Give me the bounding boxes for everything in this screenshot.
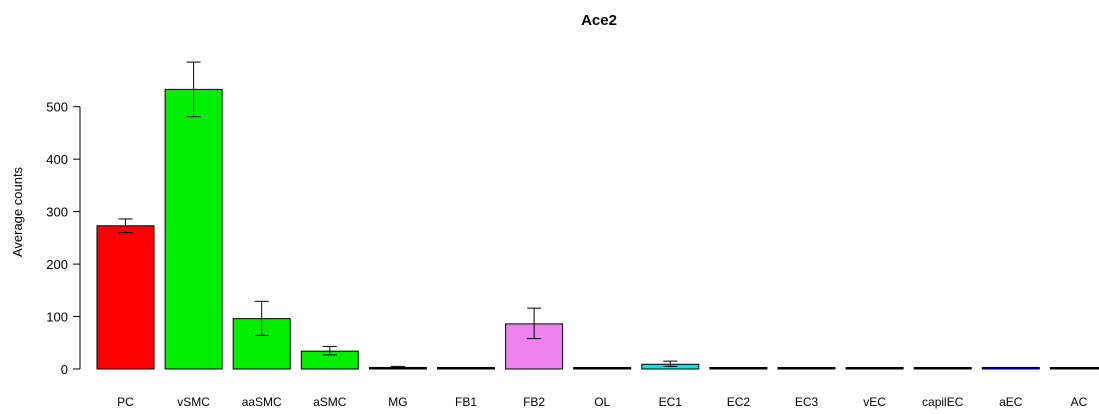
category-label-EC1: EC1	[659, 395, 683, 409]
category-label-FB2: FB2	[523, 395, 545, 409]
category-label-AC: AC	[1071, 395, 1088, 409]
category-label-MG: MG	[388, 395, 407, 409]
error-bar-PC	[118, 218, 133, 234]
category-label-aaSMC: aaSMC	[242, 395, 282, 409]
category-label-aEC: aEC	[999, 395, 1023, 409]
category-labels: PC vSMC aaSMC aSMC MG FB1 FB2 OL EC1 EC2 EC3 vEC cap…	[117, 395, 1087, 409]
y-tick-label: 300	[46, 205, 68, 220]
category-label-aSMC: aSMC	[313, 395, 347, 409]
bar-aEC	[981, 366, 1040, 370]
bar-vEC	[845, 367, 904, 370]
category-label-OL: OL	[594, 395, 610, 409]
error-bar-EC1	[663, 360, 678, 367]
bar-vSMC	[164, 88, 223, 370]
category-label-vSMC: vSMC	[177, 395, 210, 409]
error-bar-aaSMC	[254, 300, 269, 336]
bar-aaSMC	[232, 318, 291, 370]
category-label-vEC: vEC	[863, 395, 886, 409]
error-bar-vSMC	[186, 61, 201, 118]
y-axis: 0 100 200 300 400 500	[46, 100, 81, 377]
bar-AC	[1049, 367, 1099, 370]
y-tick-label: 400	[46, 152, 68, 167]
bar-PC	[96, 225, 155, 370]
bar-OL	[573, 367, 632, 370]
category-label-capilEC: capilEC	[922, 395, 964, 409]
bar-FB1	[437, 367, 495, 370]
bar-capilEC	[913, 367, 972, 370]
y-tick-label: 100	[46, 310, 68, 325]
bar-EC2	[709, 367, 768, 370]
category-label-EC2: EC2	[727, 395, 751, 409]
category-label-PC: PC	[117, 395, 134, 409]
chart-title: Ace2	[581, 12, 617, 29]
error-bar-aSMC	[322, 345, 337, 356]
error-bar-MG	[390, 365, 405, 369]
bar-EC3	[777, 367, 836, 370]
y-axis-label: Average counts	[10, 166, 25, 257]
bars-group	[96, 61, 1099, 370]
error-bar-FB2	[527, 307, 542, 340]
category-label-EC3: EC3	[795, 395, 819, 409]
category-label-FB1: FB1	[455, 395, 477, 409]
y-tick-label: 0	[61, 362, 68, 377]
y-tick-label: 500	[46, 100, 68, 115]
y-tick-label: 200	[46, 257, 68, 272]
